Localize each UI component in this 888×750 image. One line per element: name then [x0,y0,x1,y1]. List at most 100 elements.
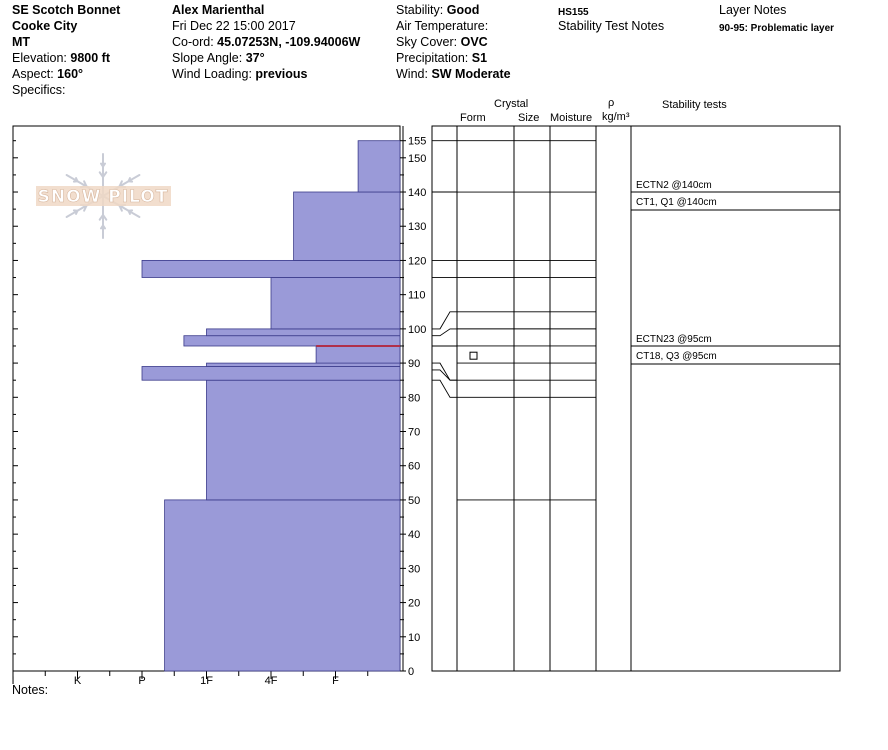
elevation-row: Elevation: 9800 ft [12,51,110,66]
logo-band [36,186,171,206]
height-tick-label: 60 [408,461,420,473]
snow-layer-bar [206,328,401,337]
snowflake-branch [100,224,104,230]
stability-value: Good [446,3,480,17]
hardness-tick-label: K [74,675,82,687]
crystal-heading: Crystal [494,98,529,110]
logo-text: SNOW PILOT [38,187,169,207]
sky-row: Sky Cover: OVC [396,35,488,50]
density-unit-heading: kg/m³ [602,111,630,123]
wind-value: SW Moderate [431,67,511,81]
profile-table-frame [431,125,841,672]
stability-notes-label: Stability Test Notes [558,19,665,33]
hs-value: HS155 [558,7,589,18]
slope-value: 37° [245,51,265,65]
height-tick-label: 150 [408,153,426,165]
wind-loading-value: previous [255,67,308,81]
hardness-tick-label: P [138,675,145,687]
snowflake-branch [127,209,131,215]
stability-row: Stability: Good [396,3,479,18]
layer-connector-line [432,369,457,381]
elevation-label: Elevation: [12,51,67,65]
snow-layer-bar [141,259,401,278]
area-name: Cooke City [12,19,78,33]
precip-value: S1 [471,51,488,65]
snow-layer-bar [293,191,401,261]
observer-name: Alex Marienthal [172,3,265,17]
snow-layer-bar [141,366,401,381]
height-tick-label: 140 [408,187,426,199]
layer-connector-line [432,362,457,381]
precip-label: Precipitation: [396,51,469,65]
snowflake-branch [75,177,79,183]
stability-test-label: ECTN2 @140cm [636,180,712,191]
snowflake-branch [102,162,106,168]
location-name: SE Scotch Bonnet [12,3,121,17]
stability-test-label: ECTN23 @95cm [636,334,712,345]
snowflake-branch [118,204,123,212]
notes-label: Notes: [12,683,49,697]
layer-note: 90-95: Problematic layer [719,23,835,34]
coord-value: 45.07253N, -109.94006W [217,35,361,49]
rho-heading: ρ [608,97,615,109]
stability-test-label: CT1, Q1 @140cm [636,197,717,208]
layer-connector-line [432,328,457,337]
snowflake-branch [102,171,108,179]
snow-layer-bar [270,277,401,330]
form-heading: Form [460,112,486,124]
height-tick-label: 80 [408,392,420,404]
height-tick-label: 30 [408,563,420,575]
wind-loading-row: Wind Loading: previous [172,67,308,82]
hardness-tick-label: 4F [265,675,278,687]
observation-datetime: Fri Dec 22 15:00 2017 [172,19,296,33]
air-temp-label: Air Temperature: [396,19,489,33]
snow-layer-bar [357,140,401,193]
height-tick-label: 20 [408,598,420,610]
hardness-tick-label: I [11,675,14,687]
wind-row: Wind: SW Moderate [396,67,511,82]
slope-row: Slope Angle: 37° [172,51,265,66]
aspect-row: Aspect: 160° [12,67,83,82]
snow-layer-bar [206,362,401,367]
snowflake-branch [83,180,88,188]
height-tick-label: 155 [408,136,426,148]
height-tick-label: 130 [408,221,426,233]
hardness-tick-label: 1F [200,675,213,687]
coord-row: Co-ord: 45.07253N, -109.94006W [172,35,360,50]
snow-layer-bar [183,335,401,347]
aspect-label: Aspect: [12,67,54,81]
stability-label: Stability: [396,3,444,17]
slope-label: Slope Angle: [172,51,243,65]
state-name: MT [12,35,31,49]
height-tick-label: 40 [408,529,420,541]
hardness-tick-label: F [332,675,339,687]
height-tick-label: 110 [408,290,426,302]
sky-label: Sky Cover: [396,35,458,49]
sky-value: OVC [460,35,488,49]
height-tick-label: 0 [408,666,414,678]
wind-loading-label: Wind Loading: [172,67,252,81]
size-heading: Size [518,112,540,124]
elevation-value: 9800 ft [70,51,110,65]
height-tick-label: 120 [408,255,426,267]
aspect-value: 160° [57,67,84,81]
snow-layer-bar [164,499,401,672]
precip-row: Precipitation: S1 [396,51,487,66]
snowflake-branch [98,213,104,221]
snow-layer-bar [206,379,401,501]
height-tick-label: 70 [408,427,420,439]
specifics-label: Specifics: [12,83,66,97]
coord-label: Co-ord: [172,35,214,49]
stability-tests-heading: Stability tests [662,99,727,111]
layer-connector-line [432,379,457,398]
moisture-heading: Moisture [550,112,593,124]
layer-connector-line [432,311,457,330]
snowpilot-logo: SNOW PILOT [36,153,171,239]
wind-label: Wind: [396,67,428,81]
snow-layer-bar [315,345,401,364]
grain-form-marker [469,351,478,360]
height-tick-label: 10 [408,632,420,644]
height-tick-label: 90 [408,358,420,370]
layer-notes-label: Layer Notes [719,3,787,17]
